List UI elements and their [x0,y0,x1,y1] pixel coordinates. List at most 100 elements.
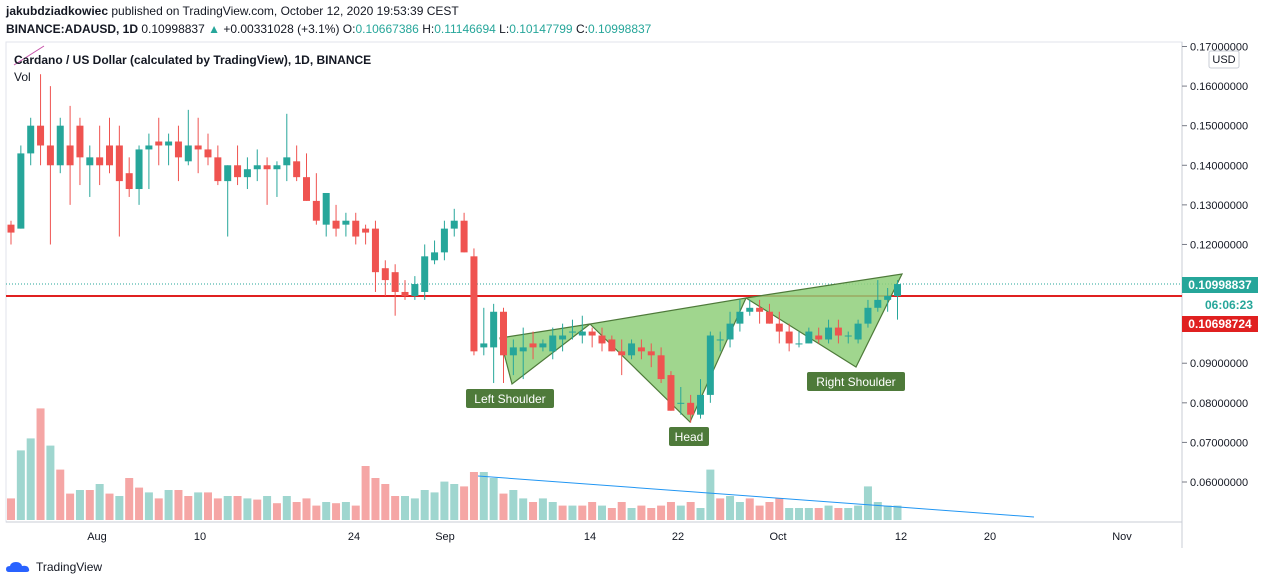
candle [834,319,842,344]
candle [352,212,360,245]
open-label: O: [342,22,356,36]
candle-body [539,343,547,348]
candle-body [756,307,764,312]
author-name[interactable]: jakubdziadkowiec [6,4,109,18]
last-price-tag: 0.10998837 [1182,277,1258,293]
candle [283,113,291,182]
candle-body [637,347,645,352]
volume-bar [755,505,764,520]
volume-bar [7,498,15,520]
candle [697,379,704,419]
volume-bar [16,450,25,520]
countdown-tag-text: 06:06:23 [1205,298,1253,312]
symbol-label: BINANCE:ADAUSD, 1D [6,22,139,36]
candle-body [500,311,507,356]
volume-bar [548,502,557,520]
volume-bar [863,486,872,520]
candle [647,343,655,368]
volume-bar [341,502,350,520]
ohlc-header: BINANCE:ADAUSD, 1D 0.10998837 ▲ +0.00331… [6,22,651,36]
candle [805,327,813,344]
candle-body [785,331,793,344]
volume-bar [351,505,360,520]
publish-header: jakubdziadkowiec published on TradingVie… [6,4,459,18]
volume-bar [292,502,301,520]
candle [421,244,429,300]
volume-bar [105,493,114,520]
candle [411,276,419,300]
candle-body [647,351,655,356]
candles [7,74,901,423]
candle [706,331,714,403]
candle [106,117,113,174]
candle-body [598,335,606,344]
volume-bar [460,486,469,520]
annotation-head[interactable]: Head [669,427,709,446]
candle [844,331,852,344]
head-shoulders-pattern[interactable] [499,273,904,424]
candle [303,153,310,201]
volume-bar [529,502,538,520]
volume-bar [391,496,400,520]
annotation-right-shoulder[interactable]: Right Shoulder [807,372,905,391]
volume-bar [538,498,547,520]
candle [726,311,734,348]
candle-body [618,351,626,356]
candle-body [549,335,557,352]
volume-bar [479,472,488,520]
right-shoulder-label: Right Shoulder [816,375,895,389]
candle-body [431,252,439,261]
candle [825,319,833,344]
candle [539,339,547,352]
candle [568,319,576,340]
candle-body [352,220,360,237]
candle [716,331,724,352]
candle-body [894,284,901,296]
candle [450,208,458,237]
volume-bar [588,502,597,520]
time-axis[interactable]: Aug 10 24 Sep 14 22 Oct 12 20 Nov [87,531,1132,543]
chart-frame [5,41,1183,523]
support-price-tag-text: 0.10698724 [1188,317,1252,331]
candle-body [86,157,94,166]
volume-bar [26,438,35,520]
candle-body [864,307,872,324]
volume-bar [302,498,311,520]
volume-bar [775,498,784,520]
volume-bar [647,508,656,520]
candle [657,347,665,384]
candle-body [243,169,251,178]
volume-bar [499,493,508,520]
candle [7,220,15,245]
candle-body [805,331,813,344]
candle-body [273,165,281,170]
candle-body [263,165,271,170]
price-chart[interactable]: Left Shoulder Head Right Shoulder 0.1700… [0,0,1274,560]
candle [509,339,517,376]
candle-body [844,335,852,337]
time-tick-label: 24 [348,531,360,543]
volume-bar [469,472,478,520]
volume-bar [381,484,390,520]
volume-trend-line[interactable] [477,475,1035,518]
candle [86,145,94,197]
volume-bar [735,502,744,520]
candle-body [293,161,301,178]
currency-badge[interactable]: USD [1208,50,1240,69]
annotation-left-shoulder[interactable]: Left Shoulder [466,389,554,408]
candle [37,74,45,166]
candle-body [519,347,527,352]
candle-body [884,295,892,300]
price-tick-label: 0.06000000 [1190,477,1248,489]
candle-body [184,145,192,162]
candle [194,117,202,174]
tradingview-brand[interactable]: TradingView [6,560,102,574]
volume-bar [765,502,774,520]
time-tick-label: Aug [87,531,107,543]
candle-body [411,284,419,296]
candle [500,307,507,384]
volume-bar [85,490,94,520]
price-axis[interactable]: 0.170000000.160000000.150000000.14000000… [1182,42,1248,490]
candle-body [401,291,409,296]
candle [66,105,74,205]
